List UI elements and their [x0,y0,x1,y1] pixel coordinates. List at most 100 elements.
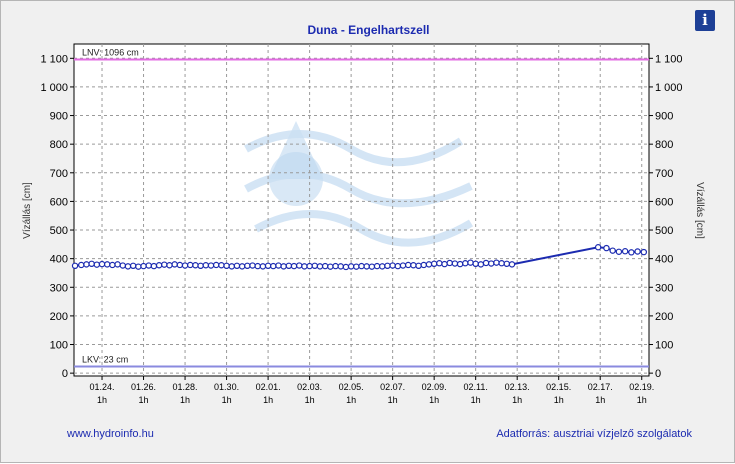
x-tick-sub-label: 1h [388,395,398,405]
data-point [634,248,641,255]
x-tick-sub-label: 1h [222,395,232,405]
y-tick-label: 900 [655,111,673,123]
data-point [114,261,121,268]
data-point [482,259,490,267]
y-tick-label: 800 [655,139,673,151]
data-point [71,262,79,270]
data-point [609,247,616,254]
data-point [410,262,417,269]
data-point [192,262,199,269]
data-point [347,263,355,270]
x-tick-sub-label: 1h [471,395,481,405]
data-point [332,262,339,270]
data-point [135,263,142,270]
data-point [363,263,370,270]
plot-area [73,43,650,377]
data-point [615,248,623,255]
data-point [98,260,106,268]
data-point [420,261,427,269]
data-point [425,261,433,268]
x-tick-sub-label: 1h [180,395,190,405]
data-point [373,262,381,270]
y-tick-label: 1 100 [40,53,68,65]
data-point [212,261,220,269]
data-point [621,248,629,255]
data-point [275,262,282,269]
y-tick-label: 0 [62,368,68,380]
y-tick-label: 700 [50,168,68,180]
x-tick-label: 02.05. [339,382,364,392]
x-tick-sub-label: 1h [595,395,605,405]
x-tick-label: 02.11. [463,382,487,392]
data-point [78,261,85,269]
data-point [384,262,391,270]
x-tick-sub-label: 1h [139,395,149,405]
y-tick-label: 400 [50,254,68,266]
data-point [228,263,235,270]
data-point [316,263,324,270]
data-point [270,262,277,270]
hydroinfo-link[interactable]: www.hydroinfo.hu [67,428,154,440]
data-point [187,261,194,269]
data-point [430,260,438,268]
x-tick-label: 01.30. [214,382,239,392]
data-point [603,244,610,252]
data-point [238,263,246,270]
x-tick-sub-label: 1h [305,395,315,405]
data-point [353,263,360,270]
y-tick-label: 200 [50,311,68,323]
data-point [88,260,95,268]
y-tick-label: 700 [655,168,673,180]
data-point [290,262,298,270]
data-point [321,262,329,270]
data-point [104,261,111,268]
y-tick-label: 1 000 [40,82,68,94]
data-point [83,261,90,268]
y-tick-label: 900 [50,111,68,123]
data-point [171,261,178,268]
data-point [197,262,204,270]
y-tick-label: 500 [655,225,673,237]
y-tick-label: 1 000 [655,82,683,94]
y-tick-label: 600 [50,196,68,208]
data-point [301,263,308,270]
reference-line-label: LNV: 1096 cm [82,47,139,57]
y-tick-label: 100 [655,340,673,352]
data-point [207,262,215,269]
data-point [342,263,350,271]
x-tick-label: 02.01. [256,382,281,392]
x-tick-label: 02.13. [505,382,530,392]
data-point [145,262,152,269]
watermark-wave [244,130,464,167]
data-point [368,263,376,270]
data-point [140,262,147,270]
data-point [477,261,485,268]
data-point [441,260,448,268]
x-tick-sub-label: 1h [346,395,356,405]
x-tick-label: 02.15. [546,382,571,392]
y-tick-label: 200 [655,311,673,323]
x-tick-sub-label: 1h [554,395,564,405]
data-point [93,261,101,268]
data-point [594,244,602,251]
data-point [223,262,230,270]
data-point [233,262,241,270]
y-axis-title-right: Vízállás [cm] [693,182,705,239]
data-point [259,263,267,270]
data-source-text: Adatforrás: ausztriai vízjelző szolgálat… [496,428,692,440]
data-point [503,260,511,268]
data-point [389,262,396,269]
data-point [280,263,287,270]
data-point [467,259,474,266]
watermark-wave [254,210,474,247]
data-point [379,263,386,270]
data-point [311,262,318,270]
data-point [306,262,313,270]
data-point [415,262,422,270]
data-point [436,260,443,267]
data-point [446,259,453,267]
x-tick-label: 01.28. [173,382,198,392]
data-point [155,262,163,269]
info-icon[interactable]: i [695,10,715,31]
